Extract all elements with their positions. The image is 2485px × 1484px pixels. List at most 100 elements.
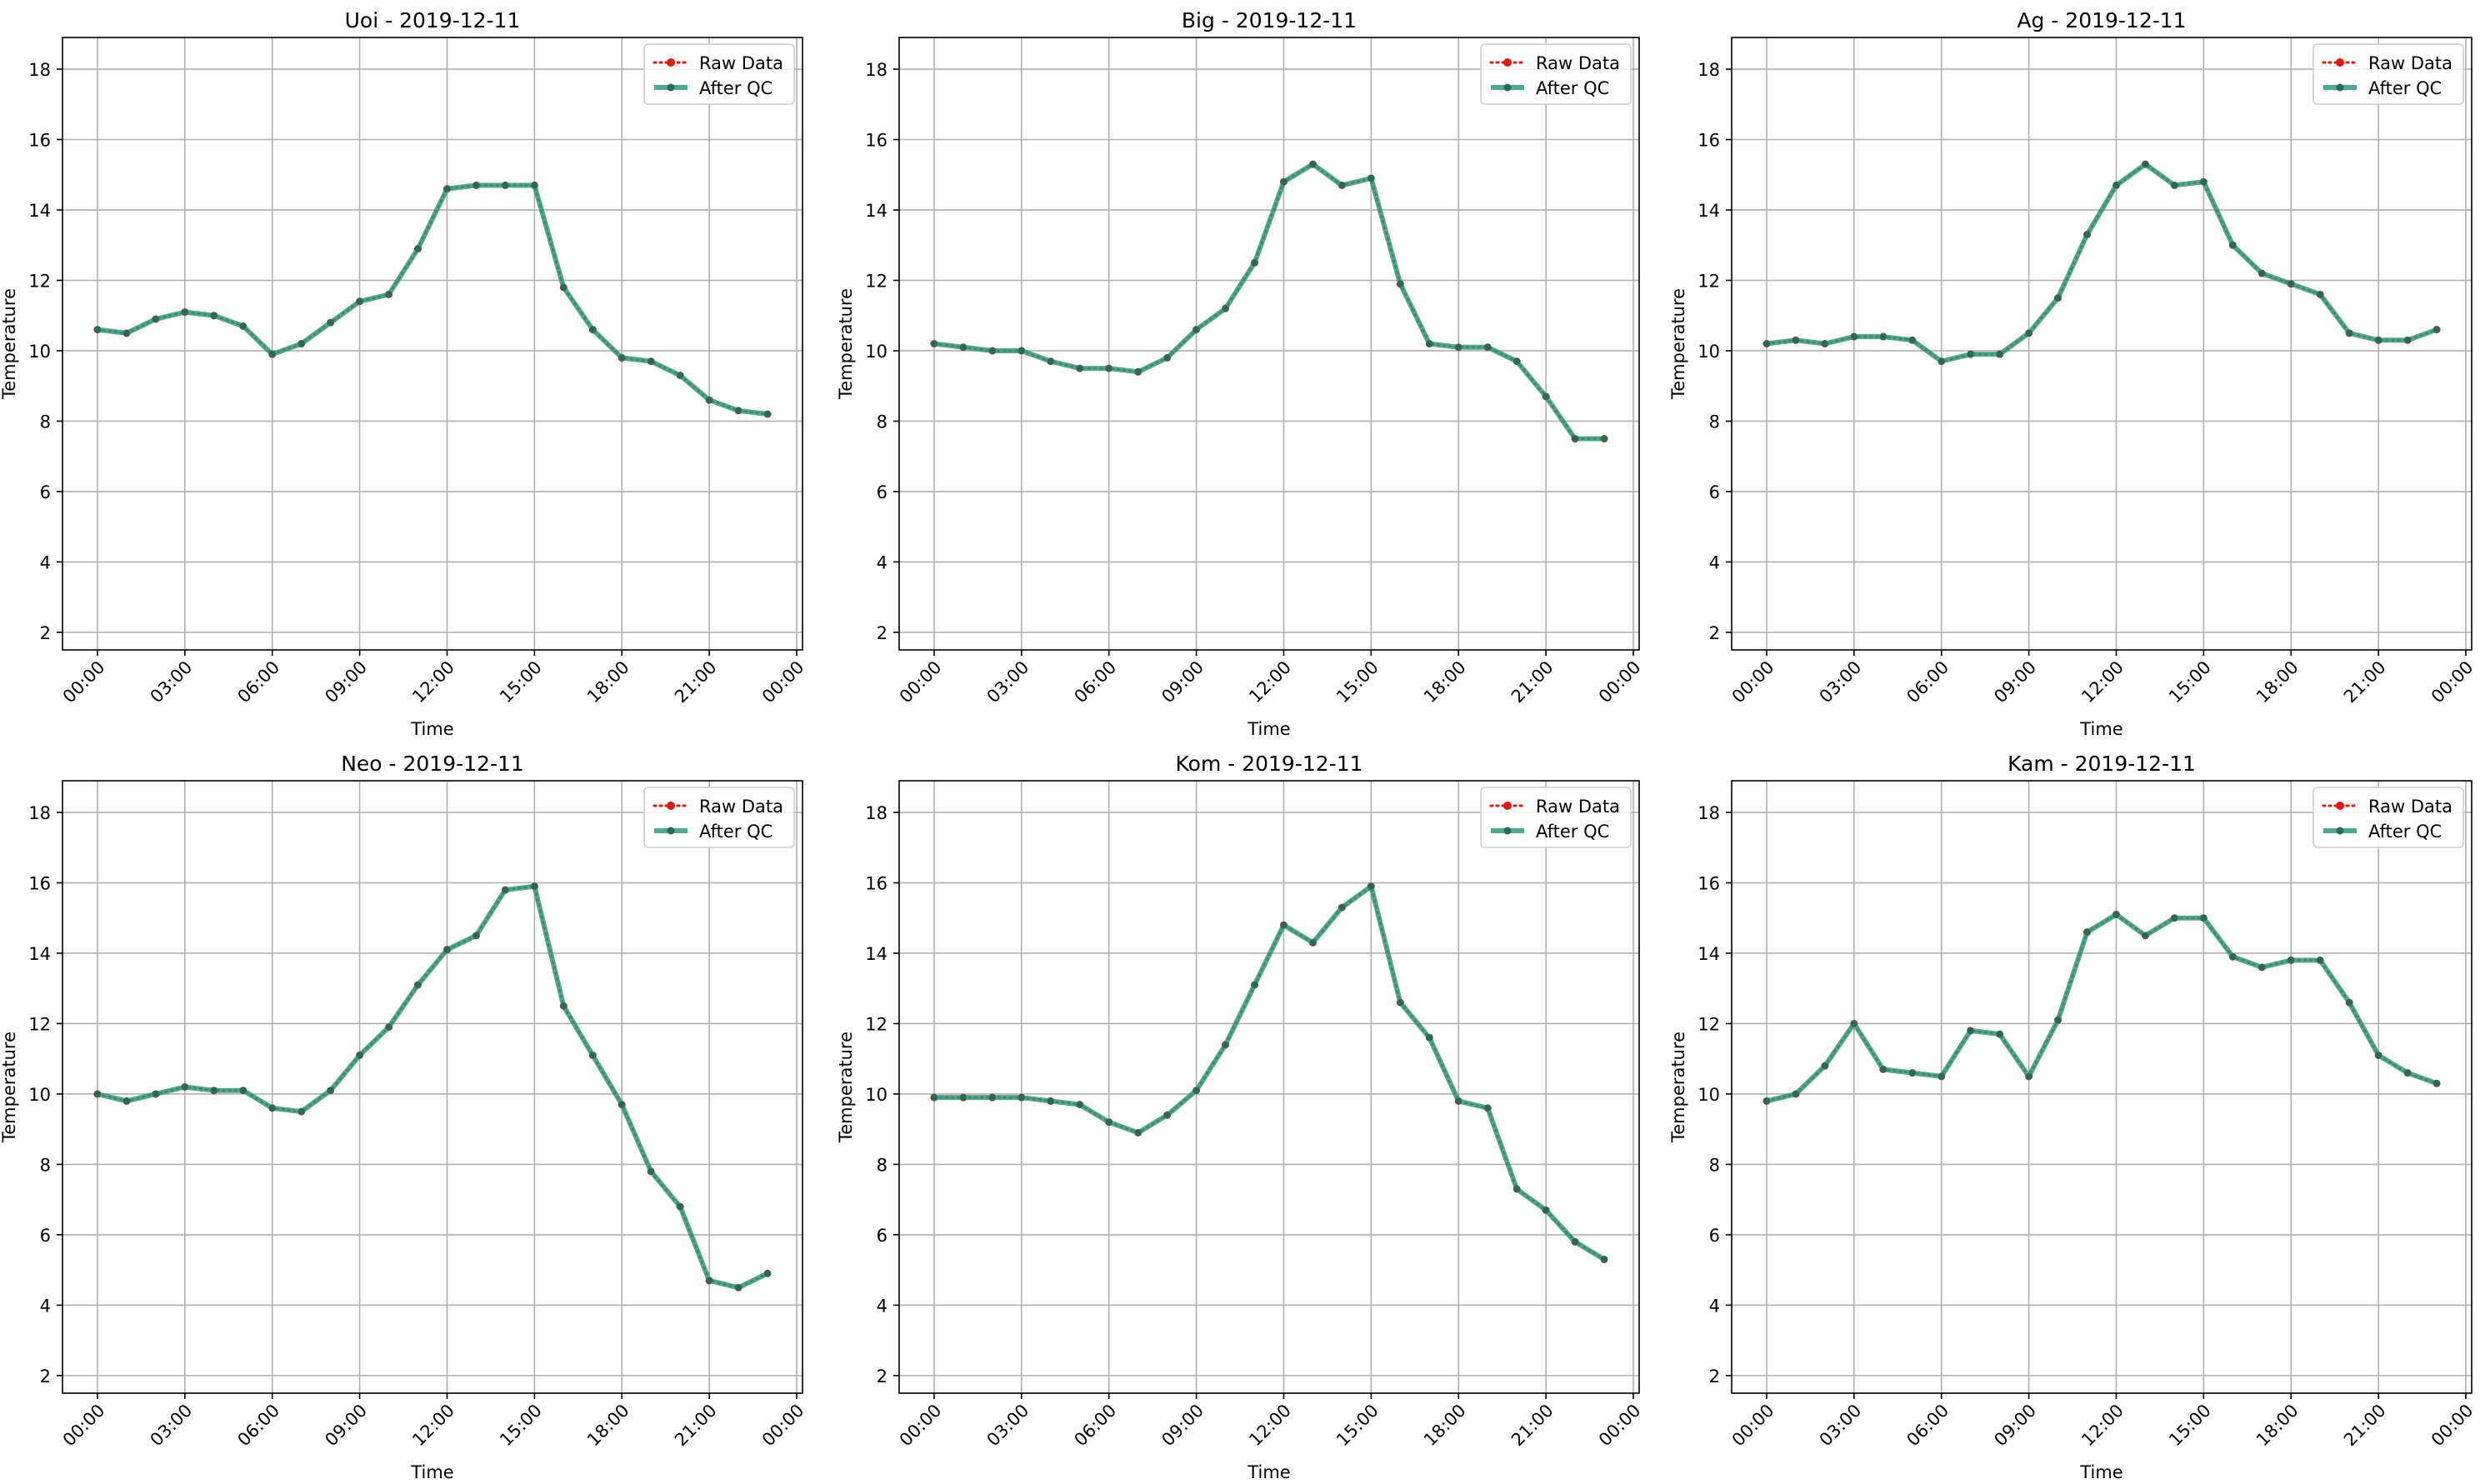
y-tick-label: 2 <box>877 1367 888 1387</box>
after-qc-point <box>589 1052 597 1059</box>
y-tick-label: 14 <box>865 944 888 964</box>
after-qc-point <box>1762 1097 1770 1105</box>
after-qc-point <box>385 1023 392 1031</box>
after-qc-point <box>1484 1104 1492 1112</box>
x-tick-label: 15:00 <box>496 1401 546 1451</box>
after-qc-point <box>152 1090 159 1097</box>
x-tick-label: 12:00 <box>408 1401 458 1451</box>
y-tick-label: 4 <box>877 1296 888 1316</box>
y-tick-label: 10 <box>865 342 888 362</box>
x-tick-label: 21:00 <box>1508 1401 1558 1451</box>
after-qc-point <box>268 351 276 358</box>
legend-qc-marker <box>1503 827 1512 835</box>
after-qc-point <box>2404 337 2412 344</box>
after-qc-point <box>959 343 967 351</box>
x-tick-label: 15:00 <box>2165 1401 2215 1451</box>
after-qc-point <box>1368 174 1375 182</box>
after-qc-point <box>502 182 509 189</box>
after-qc-point <box>152 315 159 322</box>
x-axis-label: Time <box>2079 719 2122 739</box>
after-qc-point <box>356 1052 363 1059</box>
after-qc-point <box>1251 259 1258 267</box>
x-tick-label: 00:00 <box>2428 657 2478 707</box>
after-qc-line <box>1763 912 2440 1104</box>
y-tick-label: 10 <box>1698 1085 1720 1105</box>
after-qc-point <box>2258 270 2266 277</box>
x-tick-label: 21:00 <box>2340 1401 2390 1451</box>
after-qc-point <box>1397 280 1404 287</box>
after-qc-point <box>1484 343 1492 351</box>
after-qc-point <box>1309 161 1317 168</box>
plot-area <box>1762 160 2441 366</box>
legend-qc-marker <box>2336 827 2344 835</box>
y-tick-label: 18 <box>1698 803 1720 823</box>
x-tick-label: 09:00 <box>1158 657 1208 707</box>
after-qc-point <box>2404 1069 2412 1077</box>
after-qc-point <box>1572 435 1579 442</box>
after-qc-point <box>181 308 188 316</box>
y-tick-label: 14 <box>28 201 51 221</box>
legend-raw-marker <box>2336 58 2344 67</box>
after-qc-point <box>988 347 996 354</box>
after-qc-point <box>239 322 247 330</box>
after-qc-point <box>2375 1052 2382 1059</box>
after-qc-point <box>2054 1017 2062 1024</box>
after-qc-point <box>1908 337 1916 344</box>
x-tick-label: 21:00 <box>1508 657 1558 707</box>
legend-raw-marker <box>1503 58 1512 67</box>
legend: Raw Data After QC <box>1480 43 1632 105</box>
after-qc-line <box>931 883 1608 1262</box>
after-qc-point <box>1280 178 1288 186</box>
y-tick-label: 14 <box>865 201 888 221</box>
legend-raw-marker <box>667 802 675 810</box>
after-qc-point <box>502 886 509 893</box>
y-tick-label: 18 <box>1698 60 1720 80</box>
y-tick-label: 4 <box>40 552 51 572</box>
after-qc-point <box>1455 343 1462 351</box>
after-qc-point <box>1850 1020 1858 1027</box>
plot-area <box>1762 911 2441 1105</box>
y-tick-label: 18 <box>28 803 51 823</box>
raw-data-line <box>1765 912 2438 1102</box>
chart-title: Kom - 2019-12-11 <box>1176 752 1363 776</box>
x-tick-label: 15:00 <box>1332 657 1382 707</box>
x-tick-label: 03:00 <box>1816 1401 1866 1451</box>
x-tick-label: 00:00 <box>896 1401 946 1451</box>
after-qc-point <box>1105 1118 1112 1126</box>
after-qc-point <box>618 354 626 362</box>
y-tick-label: 6 <box>40 1226 51 1246</box>
x-tick-label: 21:00 <box>671 1401 721 1451</box>
chart-panel-3: 2 4 6 8 10 12 14 16 18 00:00 03:00 06:00 09:00 12:00 1… <box>1668 8 2478 739</box>
y-tick-label: 8 <box>1709 412 1720 432</box>
x-tick-label: 00:00 <box>1728 657 1778 707</box>
x-axis-label: Time <box>1247 719 1290 739</box>
after-qc-point <box>1018 1094 1025 1102</box>
legend-raw-label: Raw Data <box>1536 797 1620 817</box>
x-tick-label: 12:00 <box>2078 657 2128 707</box>
x-tick-label: 06:00 <box>1902 1401 1952 1451</box>
after-qc-point <box>2200 914 2208 922</box>
after-qc-point <box>1821 340 1828 347</box>
y-axis-label: Temperature <box>836 288 856 400</box>
x-axis-label: Time <box>410 719 453 739</box>
y-tick-label: 16 <box>1698 131 1720 151</box>
x-axis-label: Time <box>2079 1462 2122 1482</box>
x-tick-label: 21:00 <box>2340 657 2390 707</box>
x-tick-label: 09:00 <box>1158 1401 1208 1451</box>
y-tick-label: 2 <box>877 623 888 643</box>
after-qc-point <box>764 410 772 417</box>
y-axis-label: Temperature <box>0 1032 19 1143</box>
after-qc-point <box>1762 340 1770 347</box>
after-qc-point <box>2433 326 2441 333</box>
legend-qc-label: After QC <box>1536 78 1609 98</box>
chart-title: Neo - 2019-12-11 <box>341 752 524 776</box>
x-tick-label: 06:00 <box>1070 1401 1120 1451</box>
x-tick-label: 00:00 <box>1595 657 1645 707</box>
after-qc-point <box>1601 435 1608 442</box>
chart-title: Ag - 2019-12-11 <box>2017 8 2186 32</box>
y-tick-label: 14 <box>28 944 51 964</box>
legend-raw-label: Raw Data <box>699 53 783 73</box>
y-tick-label: 16 <box>1698 874 1720 894</box>
legend-qc-marker <box>1503 83 1512 92</box>
after-qc-point <box>2375 337 2382 344</box>
